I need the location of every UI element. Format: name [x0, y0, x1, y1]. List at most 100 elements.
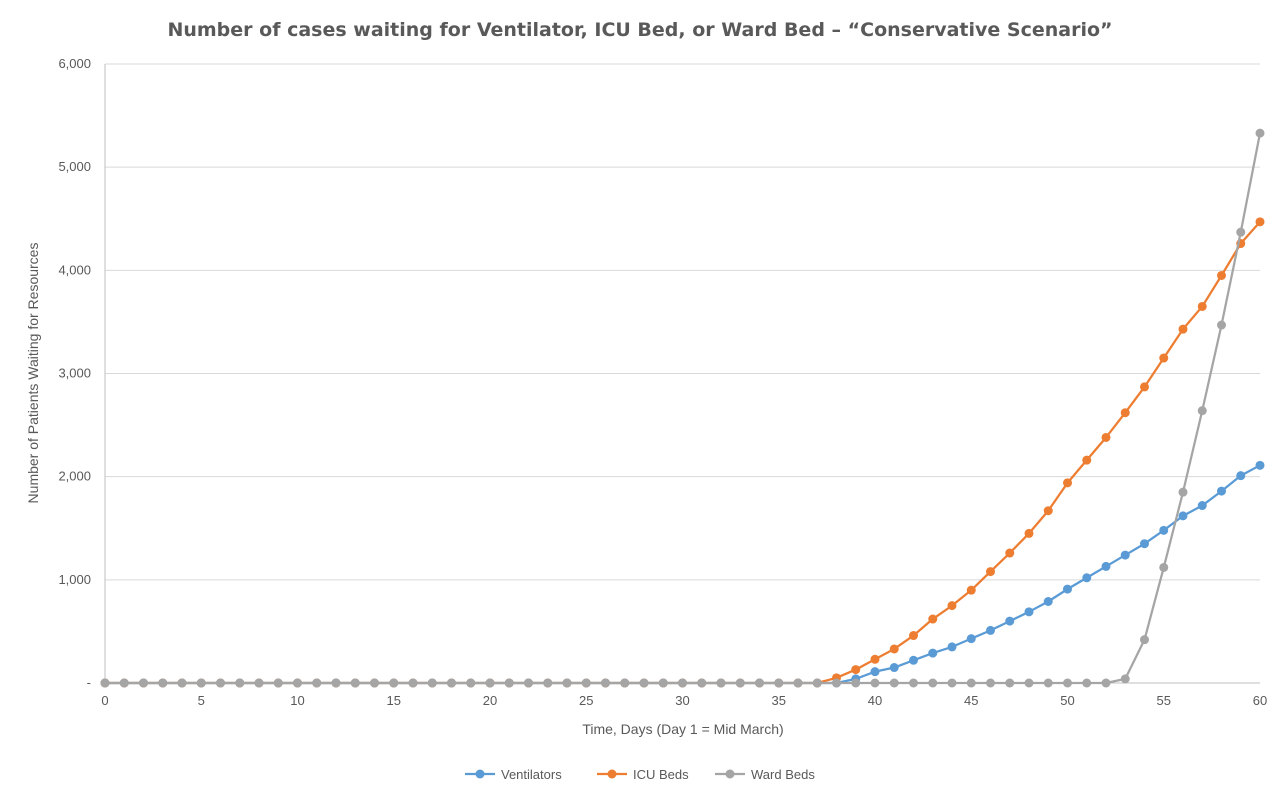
legend-label: ICU Beds [633, 767, 689, 782]
chart-title: Number of cases waiting for Ventilator, … [167, 19, 1112, 41]
data-point [986, 678, 995, 688]
y-axis-label: Number of Patients Waiting for Resources [25, 243, 41, 504]
data-point [1140, 539, 1149, 549]
data-point [1255, 460, 1265, 470]
legend-label: Ward Beds [751, 767, 815, 782]
data-point [1082, 573, 1092, 583]
series-ventilators [100, 460, 1265, 688]
data-point [389, 678, 399, 688]
x-tick-label: 30 [675, 693, 689, 708]
y-tick-label: 3,000 [58, 366, 91, 381]
legend-marker [475, 769, 485, 779]
data-point [216, 678, 225, 688]
series-icu-beds [100, 217, 1265, 688]
series-layer [100, 128, 1265, 688]
data-point [1217, 486, 1226, 496]
data-point [620, 678, 630, 688]
y-tick-label: 6,000 [58, 56, 91, 71]
data-point [139, 678, 148, 688]
data-point [119, 678, 129, 688]
data-point [196, 678, 206, 688]
data-point [909, 631, 918, 641]
data-point [447, 678, 456, 688]
data-point [1159, 562, 1169, 572]
data-point [716, 678, 726, 688]
x-tick-label: 55 [1157, 693, 1171, 708]
x-tick-label: 60 [1253, 693, 1267, 708]
data-point [928, 648, 938, 658]
data-point [1236, 471, 1246, 481]
gridlines [105, 63, 1260, 581]
data-point [1005, 678, 1015, 688]
data-point [966, 634, 976, 644]
data-point [1063, 584, 1072, 594]
data-point [1120, 550, 1130, 560]
data-point [947, 601, 957, 611]
data-point [543, 678, 553, 688]
y-tick-label: - [87, 675, 91, 690]
data-point [851, 665, 861, 675]
data-point [1005, 548, 1015, 558]
x-tick-label: 35 [772, 693, 786, 708]
series-line [105, 221, 1261, 685]
data-point [1217, 270, 1226, 280]
data-point [331, 678, 341, 688]
data-point [986, 567, 995, 577]
data-point [870, 678, 880, 688]
legend-item: Ward Beds [715, 767, 815, 782]
y-tick-label: 5,000 [58, 159, 91, 174]
data-point [1159, 353, 1169, 363]
legend-item: Ventilators [465, 767, 562, 782]
data-point [158, 678, 168, 688]
data-point [1140, 635, 1149, 645]
data-point [1024, 607, 1034, 617]
data-point [312, 678, 322, 688]
data-point [1120, 674, 1130, 684]
data-point [793, 678, 803, 688]
data-point [1197, 501, 1207, 511]
data-point [909, 655, 918, 665]
axes: - 1,000 2,000 3,000 4,000 5,000 6,000 0 5 10 15 20 2… [58, 56, 1267, 708]
data-point [100, 678, 110, 688]
legend-label: Ventilators [501, 767, 562, 782]
y-tick-label: 2,000 [58, 469, 91, 484]
data-point [235, 678, 245, 688]
data-point [889, 663, 899, 673]
x-tick-label: 50 [1060, 693, 1074, 708]
x-tick-label: 0 [101, 693, 108, 708]
data-point [1101, 561, 1111, 571]
x-axis-label: Time, Days (Day 1 = Mid March) [582, 721, 783, 737]
data-point [1255, 217, 1265, 227]
data-point [293, 678, 302, 688]
data-point [909, 678, 918, 688]
x-tick-label: 40 [868, 693, 882, 708]
data-point [1255, 128, 1265, 138]
data-point [1043, 506, 1053, 516]
data-point [1082, 678, 1092, 688]
data-point [832, 678, 841, 688]
data-point [947, 642, 957, 652]
data-point [427, 678, 437, 688]
data-point [1178, 324, 1188, 334]
legend: Ventilators ICU Beds Ward Beds [465, 767, 815, 782]
legend-item: ICU Beds [597, 767, 689, 782]
data-point [678, 678, 687, 688]
data-point [1043, 678, 1053, 688]
data-point [562, 678, 572, 688]
y-tick-label: 4,000 [58, 262, 91, 277]
data-point [408, 678, 418, 688]
data-point [254, 678, 264, 688]
data-point [928, 678, 938, 688]
data-point [889, 678, 899, 688]
data-point [524, 678, 533, 688]
data-point [504, 678, 514, 688]
data-point [966, 678, 976, 688]
series-ward-beds [100, 128, 1265, 688]
data-point [466, 678, 476, 688]
data-point [755, 678, 764, 688]
data-point [1101, 432, 1111, 442]
data-point [947, 678, 957, 688]
series-line [105, 132, 1262, 685]
data-point [1005, 616, 1015, 626]
data-point [1024, 678, 1034, 688]
